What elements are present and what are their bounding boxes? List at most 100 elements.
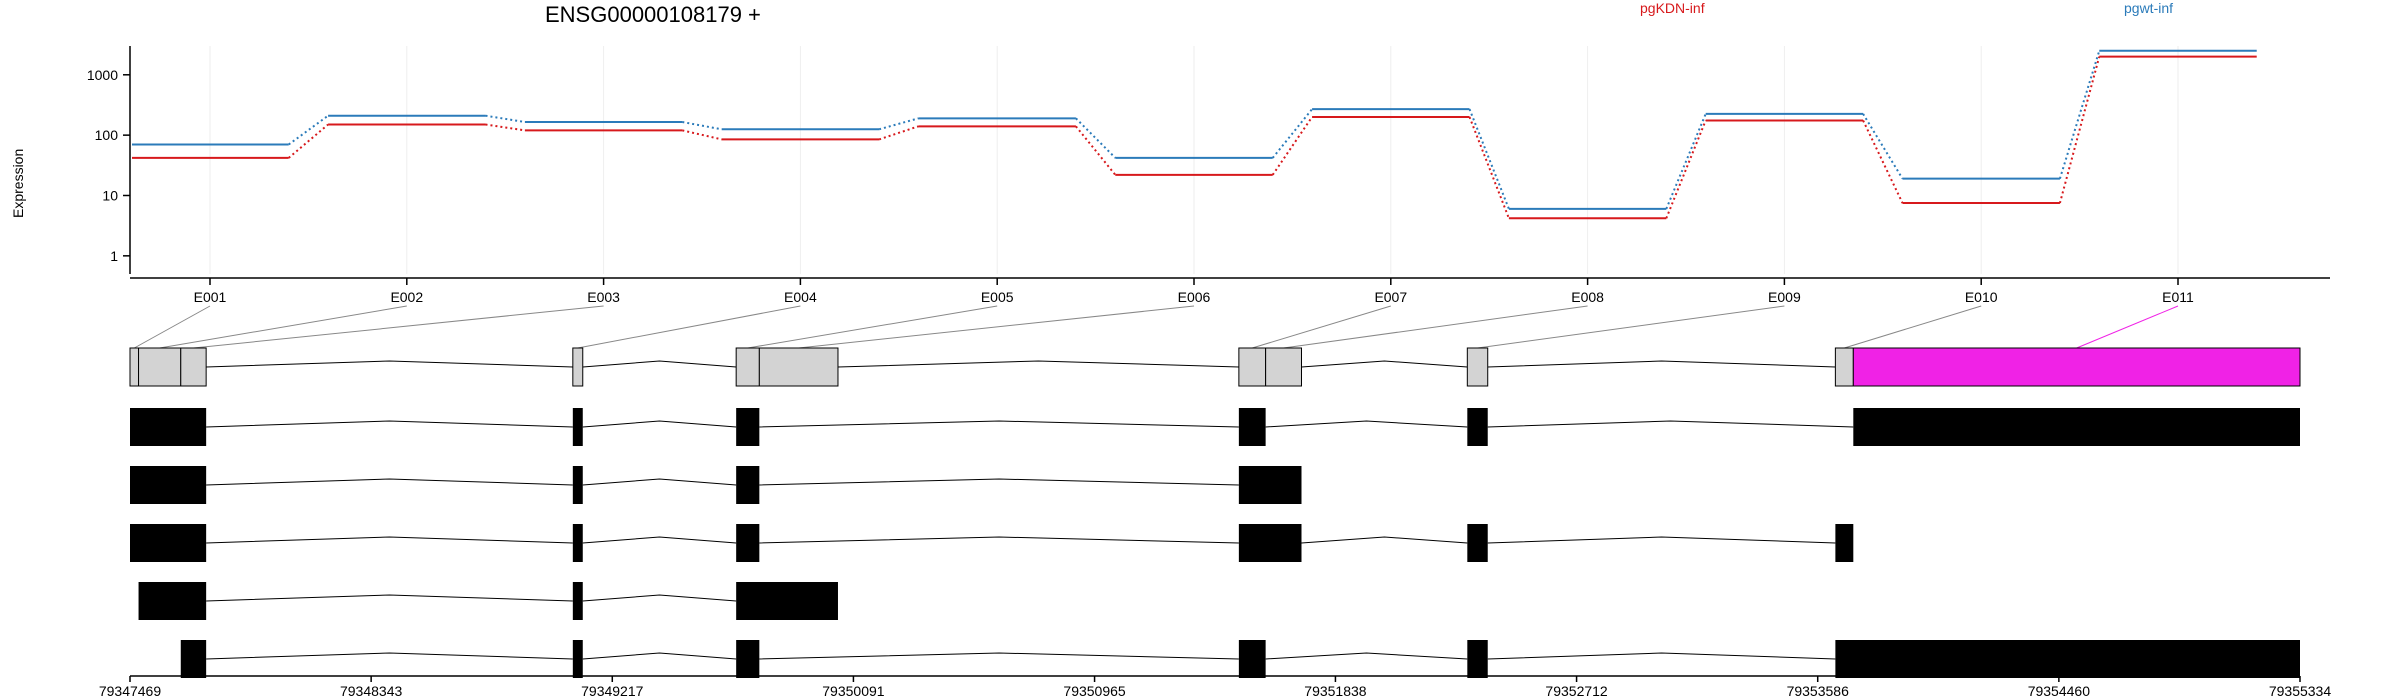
x-tick-label: E003: [587, 289, 620, 305]
transcript-exon: [130, 466, 207, 504]
series-connector: [878, 125, 919, 141]
exon-block: [1238, 347, 1267, 387]
intron-line: [759, 478, 1239, 486]
x-tick-label: E010: [1965, 289, 1998, 305]
coord-tick-label: 79352712: [1545, 683, 1608, 699]
transcript-exon: [1835, 524, 1854, 562]
x-tick-label: E006: [1178, 289, 1211, 305]
transcript-exon: [572, 524, 583, 562]
intron-line: [1265, 420, 1468, 428]
x-tick-label: E005: [981, 289, 1014, 305]
transcript-exon: [138, 582, 207, 620]
transcript-exon: [736, 466, 760, 504]
exon-connector: [2076, 305, 2179, 349]
transcript-exon: [1238, 408, 1266, 446]
coord-tick-label: 79351838: [1304, 683, 1367, 699]
exon-block: [572, 347, 584, 387]
transcript-exon: [1467, 640, 1488, 678]
series-connector: [1665, 120, 1707, 219]
transcript-exon: [736, 640, 760, 678]
gene-model: 79347469 79348343 79349217 79350091 79350965…: [99, 305, 2332, 699]
transcript-exon: [572, 408, 583, 446]
coord-tick-label: 79350091: [822, 683, 885, 699]
intron-line: [837, 360, 1239, 368]
intron-line: [1487, 536, 1836, 544]
y-tick-label: 100: [95, 127, 119, 143]
series-connector: [1468, 108, 1510, 210]
intron-line: [206, 536, 573, 544]
coord-tick-label: 79347469: [99, 683, 162, 699]
coord-tick-label: 79355334: [2269, 683, 2332, 699]
coord-tick-label: 79349217: [581, 683, 644, 699]
transcript-exon: [1835, 640, 2300, 678]
chart-title: ENSG00000108179 +: [545, 2, 761, 27]
exon-connector: [1283, 305, 1588, 349]
series-connector: [682, 121, 722, 131]
intron-line: [582, 594, 737, 602]
exon-connector: [1477, 305, 1785, 349]
series-connector: [878, 117, 919, 131]
intron-line: [1265, 652, 1468, 660]
exon-block: [1852, 347, 2301, 387]
x-tick-label: E004: [784, 289, 817, 305]
x-tick-label: E008: [1571, 289, 1604, 305]
exon-connector: [747, 305, 998, 349]
x-tick-label: E011: [2162, 289, 2194, 305]
transcript-exon: [180, 640, 207, 678]
series-connector: [682, 129, 722, 141]
coord-tick-label: 79350965: [1063, 683, 1126, 699]
series-connector: [2058, 56, 2101, 204]
exon-connector: [193, 305, 604, 349]
transcript-exon: [572, 466, 583, 504]
series-connector: [1665, 113, 1707, 210]
exon-block: [758, 347, 839, 387]
transcript-exon: [1238, 466, 1302, 504]
y-tick-label: 10: [102, 187, 118, 203]
exon-connector: [134, 305, 211, 349]
exon-connector: [1844, 305, 1982, 349]
x-tick-label: E001: [194, 289, 227, 305]
transcript-exon: [736, 524, 760, 562]
intron-line: [759, 652, 1239, 660]
intron-line: [759, 420, 1239, 428]
intron-line: [582, 420, 737, 428]
intron-line: [582, 478, 737, 486]
transcript-exon: [572, 640, 583, 678]
coord-tick-label: 79353586: [1787, 683, 1850, 699]
intron-line: [206, 652, 573, 660]
exon-block: [1834, 347, 1854, 387]
coord-tick-label: 79348343: [340, 683, 403, 699]
exon-connector: [159, 305, 407, 349]
intron-line: [759, 536, 1239, 544]
y-tick-label: 1: [110, 248, 118, 264]
exon-connector: [577, 305, 801, 349]
series-connector: [485, 114, 526, 124]
series-connector: [1075, 117, 1116, 159]
intron-line: [582, 536, 737, 544]
exon-block: [129, 347, 140, 387]
exon-block: [1265, 347, 1302, 387]
intron-line: [582, 652, 737, 660]
coord-tick-label: 79354460: [2028, 683, 2091, 699]
intron-line: [206, 478, 573, 486]
intron-line: [582, 360, 737, 368]
series-connector: [485, 123, 526, 132]
expression-plot: 1 10 100 1000 E001 E002 E003 E004 E005 E006 E007 E0…: [87, 46, 2330, 305]
series-connector: [2058, 50, 2101, 179]
intron-line: [206, 360, 573, 368]
series-connector: [1271, 108, 1313, 159]
transcript-exon: [130, 408, 207, 446]
transcript-exon: [1467, 524, 1488, 562]
x-tick-label: E009: [1768, 289, 1801, 305]
y-tick-label: 1000: [87, 67, 118, 83]
exon-block: [138, 347, 182, 387]
series-connector: [288, 123, 329, 159]
legend-entry-wt: pgwt-inf: [2124, 0, 2174, 16]
series-connector: [1075, 125, 1117, 176]
intron-line: [206, 594, 573, 602]
exon-block: [735, 347, 760, 387]
exon-block: [1466, 347, 1489, 387]
intron-line: [1487, 652, 1836, 660]
transcript-exon: [572, 582, 583, 620]
